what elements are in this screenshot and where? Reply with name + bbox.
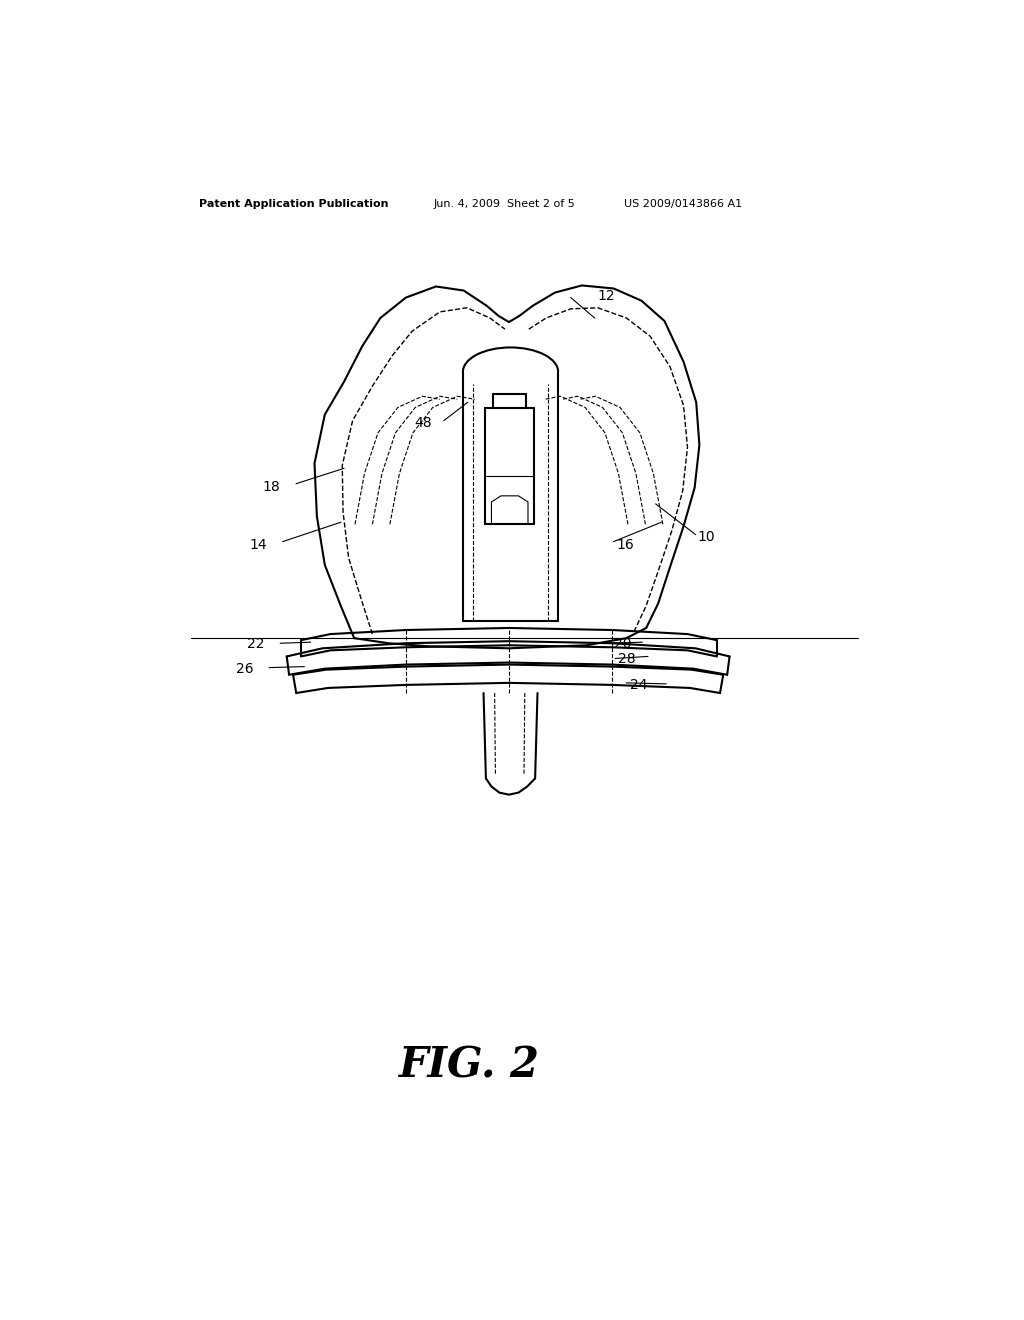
- Text: US 2009/0143866 A1: US 2009/0143866 A1: [624, 199, 742, 209]
- Text: 24: 24: [631, 678, 648, 692]
- Text: 10: 10: [697, 529, 716, 544]
- Text: 14: 14: [249, 537, 267, 552]
- Text: Jun. 4, 2009  Sheet 2 of 5: Jun. 4, 2009 Sheet 2 of 5: [433, 199, 575, 209]
- Text: 48: 48: [415, 416, 432, 430]
- Text: FIG. 2: FIG. 2: [398, 1044, 540, 1086]
- Text: 28: 28: [618, 652, 636, 667]
- Text: 26: 26: [236, 661, 253, 676]
- Text: Patent Application Publication: Patent Application Publication: [200, 199, 389, 209]
- Text: 12: 12: [598, 289, 615, 302]
- Text: 16: 16: [616, 537, 635, 552]
- Text: 20: 20: [613, 638, 631, 651]
- Text: 22: 22: [247, 638, 264, 651]
- Text: 18: 18: [262, 479, 281, 494]
